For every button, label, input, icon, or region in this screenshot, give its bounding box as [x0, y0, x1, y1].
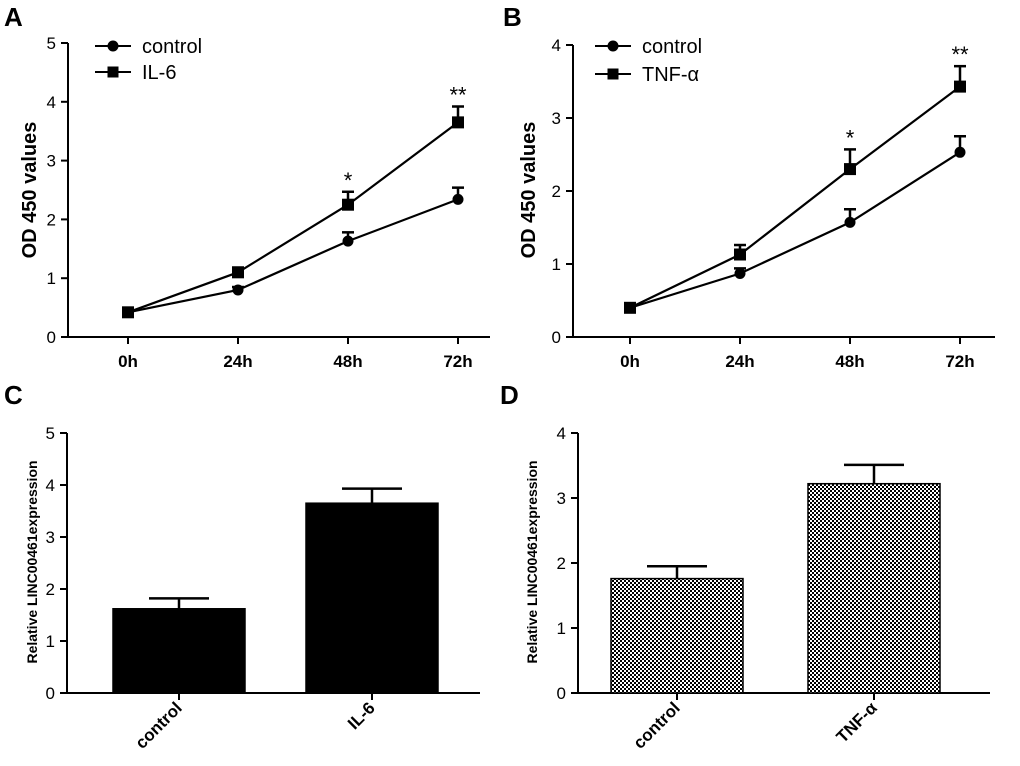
panel-b-significance-label: * — [846, 125, 855, 150]
panel-b-y-tick-label: 2 — [552, 182, 561, 201]
panel-a-x-tick-label: 24h — [223, 352, 252, 371]
panel-a-legend-treatment: IL-6 — [142, 62, 176, 84]
panel-b-series-1-point — [624, 301, 636, 314]
panel-d-y-tick-label: 2 — [557, 554, 566, 573]
panel-a-series-1-point — [232, 266, 244, 279]
panel-c-y-tick-label: 1 — [46, 632, 55, 651]
panel-a-y-tick-label: 4 — [47, 93, 56, 112]
panel-a-series-1-point — [342, 198, 354, 211]
panel-b-x-tick-label: 72h — [945, 352, 974, 371]
panel-a-y-tick-label: 0 — [47, 328, 56, 347]
legend-square-icon — [607, 68, 619, 80]
panel-a-series-1-point — [452, 116, 464, 129]
panel-a-series-0-point — [342, 235, 354, 247]
panel-d-y-tick-label: 4 — [557, 424, 566, 443]
panel-c-bar-0 — [112, 608, 246, 694]
panel-d-x-tick-label: control — [630, 698, 684, 752]
panel-b-series-1-line — [629, 85, 961, 309]
panel-a-significance-label: ** — [449, 83, 467, 108]
panel-c-y-tick-label: 5 — [46, 424, 55, 443]
panel-c-bar-1 — [305, 502, 439, 694]
panel-d-y-axis-label: Relative LINC00461expression — [524, 460, 540, 663]
panel-c-x-tick-label: control — [132, 698, 186, 752]
panel-b-x-tick-label: 0h — [620, 352, 640, 371]
panel-a-significance-label: * — [344, 168, 353, 193]
panel-b-y-axis-label: OD 450 values — [518, 122, 540, 259]
panel-c-letter: C — [4, 380, 23, 410]
panel-c-y-tick-label: 2 — [46, 580, 55, 599]
panel-c-y-tick-label: 4 — [46, 476, 55, 495]
panel-b-x-tick-label: 48h — [835, 352, 864, 371]
legend-circle-icon — [107, 40, 119, 52]
panel-a-x-tick-label: 72h — [443, 352, 472, 371]
panel-b-series-0-line — [629, 151, 961, 309]
panel-c-x-tick-label: IL-6 — [344, 698, 379, 733]
panel-b-significance-label: ** — [951, 42, 969, 67]
panel-d-y-tick-label: 3 — [557, 489, 566, 508]
panel-a-series-0-line — [127, 198, 459, 314]
panel-b-y-tick-label: 0 — [552, 328, 561, 347]
panel-d-letter: D — [500, 380, 519, 410]
panel-c-y-tick-label: 0 — [46, 684, 55, 703]
panel-b-legend: control TNF-α — [595, 36, 702, 86]
panel-a-series-1-point — [122, 306, 134, 319]
panel-a-y-tick-label: 1 — [47, 269, 56, 288]
panel-b-series-1-point — [734, 248, 746, 261]
panel-a-y-axis-label: OD 450 values — [19, 122, 41, 259]
panel-b-legend-treatment: TNF-α — [642, 64, 699, 86]
panel-b-series-0-point — [734, 267, 746, 279]
panel-a-series-0-point — [232, 284, 244, 296]
panel-b-x-tick-label: 24h — [725, 352, 754, 371]
panel-a-y-tick-label: 5 — [47, 34, 56, 53]
panel-b-letter: B — [503, 2, 522, 32]
panel-b-series-0-point — [844, 216, 856, 228]
panel-c-y-tick-label: 3 — [46, 528, 55, 547]
panel-c-y-axis-label: Relative LINC00461expression — [24, 460, 40, 663]
panel-d-y-tick-label: 0 — [557, 684, 566, 703]
panel-d-y-tick-label: 1 — [557, 619, 566, 638]
panel-c-chart: C Relative LINC00461expression 0 1 2 3 4 5 con… — [4, 380, 480, 753]
panel-d-x-tick-label: TNF-α — [833, 698, 882, 747]
panel-b-legend-control: control — [642, 36, 702, 58]
panel-b-series-0-point — [954, 146, 966, 158]
panel-b-y-tick-label: 3 — [552, 109, 561, 128]
panel-a-y-tick-label: 3 — [47, 152, 56, 171]
panel-a-series-0-point — [452, 193, 464, 205]
panel-a-legend-control: control — [142, 36, 202, 58]
panel-a-x-tick-label: 0h — [118, 352, 138, 371]
panel-d-chart: D Relative LINC00461expression 0 1 2 3 4 cont… — [500, 380, 990, 753]
panel-d-bar-0 — [610, 577, 744, 694]
legend-circle-icon — [607, 40, 619, 52]
panel-b-y-tick-label: 1 — [552, 255, 561, 274]
panel-b-series-1-point — [844, 163, 856, 176]
legend-square-icon — [107, 66, 119, 78]
panel-a-letter: A — [4, 2, 23, 32]
panel-a-y-tick-label: 2 — [47, 210, 56, 229]
panel-b-y-tick-label: 4 — [552, 36, 561, 55]
panel-a-x-tick-label: 48h — [333, 352, 362, 371]
panel-b-series-1-point — [954, 80, 966, 93]
panel-d-bar-1 — [807, 482, 941, 694]
panel-a-series-1-line — [127, 121, 459, 314]
panel-a-legend: control IL-6 — [95, 36, 202, 84]
